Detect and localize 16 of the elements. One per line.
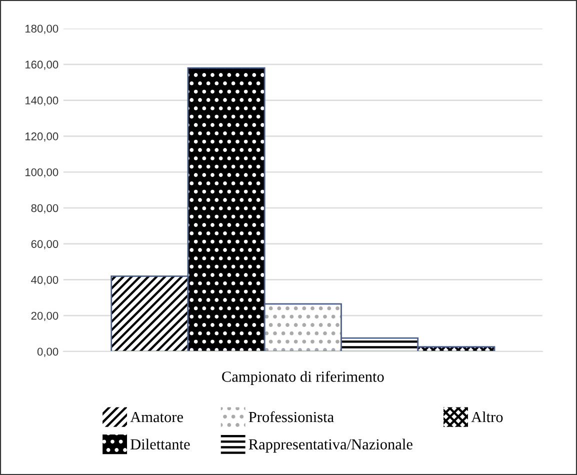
y-tick-label: 60,00 xyxy=(31,240,58,250)
y-tick-label: 180,00 xyxy=(25,24,58,34)
y-tick-label: 120,00 xyxy=(25,132,58,142)
legend-label: Rappresentativa/Nazionale xyxy=(248,438,412,453)
y-tick-label: 140,00 xyxy=(25,96,58,106)
legend-label: Professionista xyxy=(248,411,334,422)
y-tick-label: 40,00 xyxy=(31,276,58,286)
legend-label: Amatore xyxy=(130,412,183,422)
y-tick-label: 160,00 xyxy=(25,60,58,70)
x-axis-title: Campionato di riferimento xyxy=(222,370,384,385)
y-tick-label: 100,00 xyxy=(25,168,58,178)
legend-label: Altro xyxy=(471,411,503,422)
y-tick-label: 0,00 xyxy=(37,348,58,357)
y-tick-label: 80,00 xyxy=(31,204,58,214)
legend-label: Dilettante xyxy=(130,438,190,450)
y-tick-label: 20,00 xyxy=(31,312,58,322)
